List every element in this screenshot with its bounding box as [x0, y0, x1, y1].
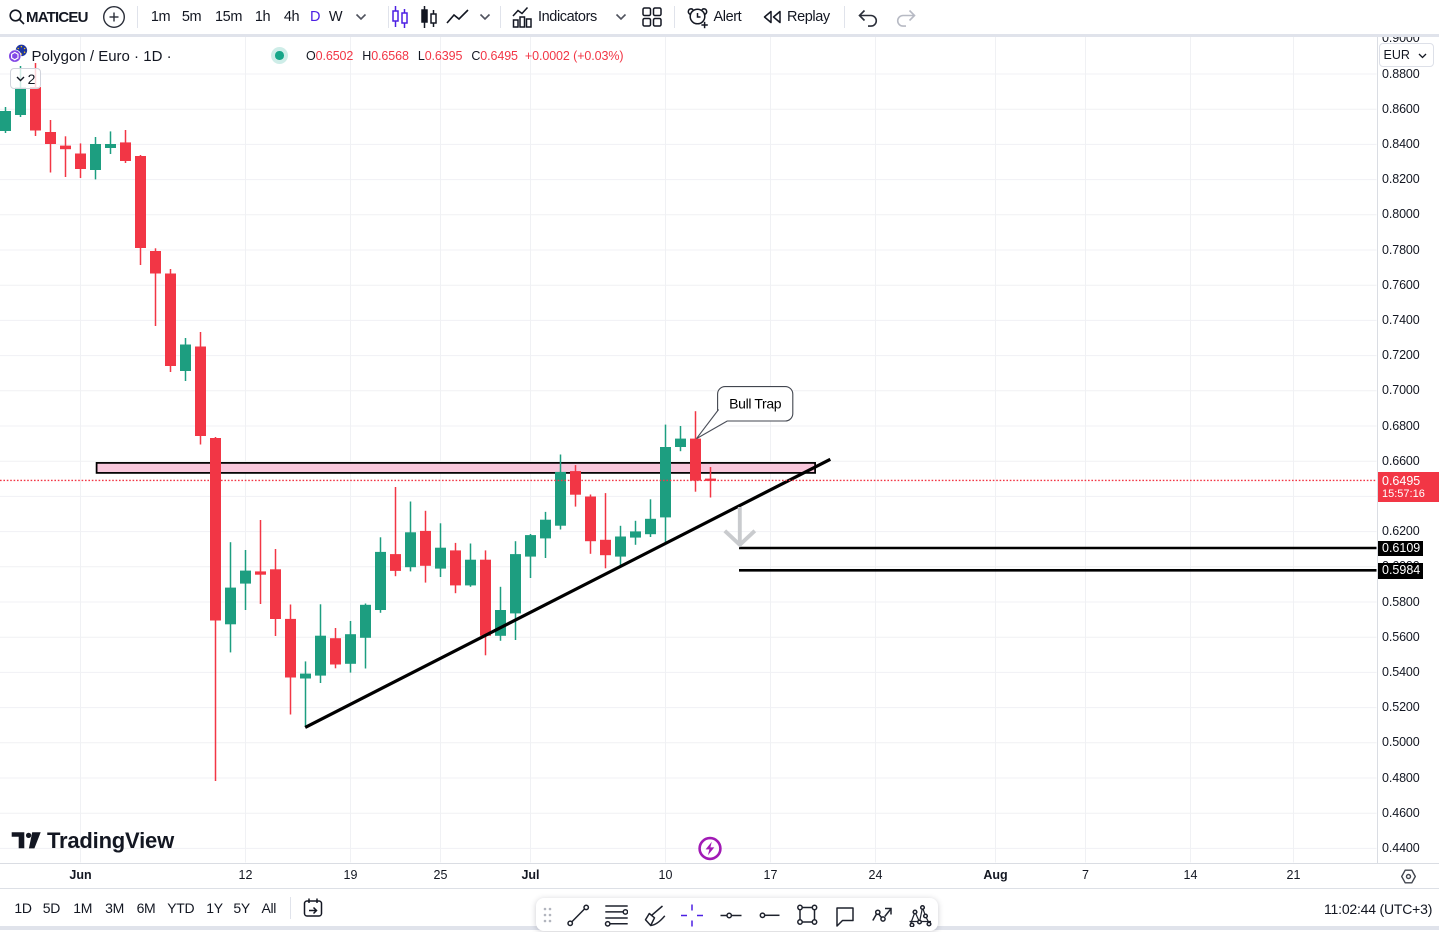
svg-text:Bull Trap: Bull Trap — [729, 395, 782, 411]
